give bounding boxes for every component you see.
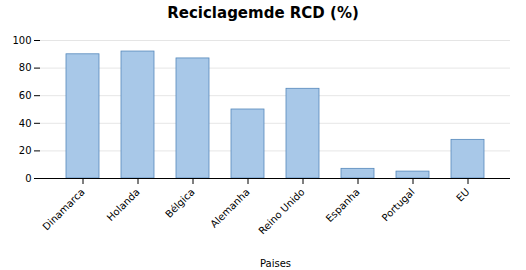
svg-text:60: 60 [19,90,32,101]
svg-text:100: 100 [12,35,31,46]
svg-text:80: 80 [19,62,32,73]
svg-text:Alemanha: Alemanha [208,186,251,229]
svg-text:Bélgica: Bélgica [163,186,197,220]
svg-text:Espanha: Espanha [324,186,362,224]
svg-text:0: 0 [25,173,31,184]
svg-text:Dinamarca: Dinamarca [40,186,86,232]
svg-text:Portugal: Portugal [380,186,417,223]
html-text:Reciclagemde RCD (%): Reciclagemde RCD (%) [167,4,359,22]
svg-text:40: 40 [19,118,32,129]
svg-text:20: 20 [19,145,32,156]
svg-text:Holanda: Holanda [105,186,142,223]
svg-text:Reino Unido: Reino Unido [256,186,306,236]
svg-text:Paises: Paises [260,258,291,269]
svg-text:EU: EU [454,186,471,203]
